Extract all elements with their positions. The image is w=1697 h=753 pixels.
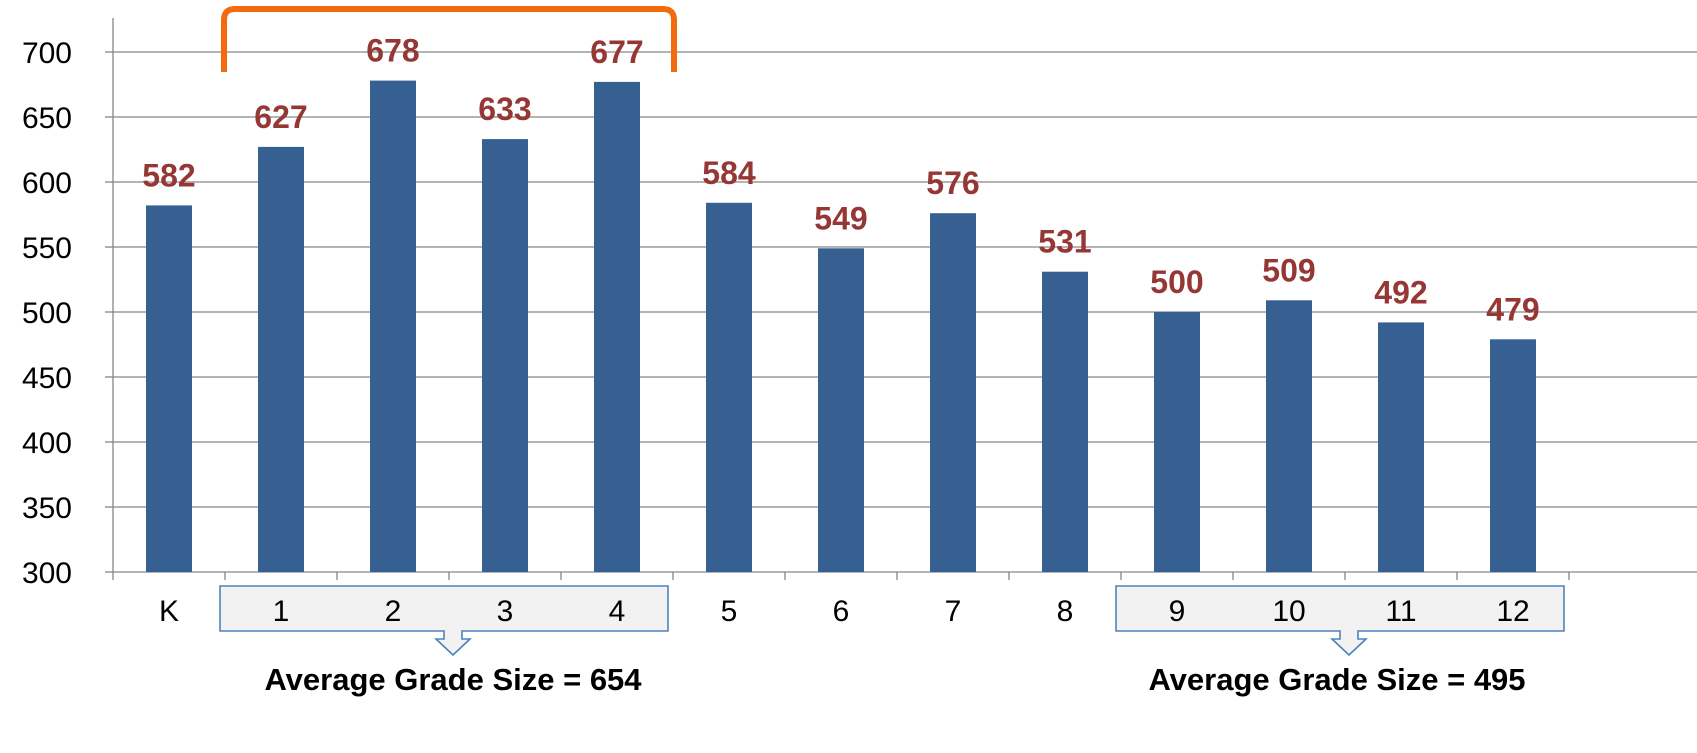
category-label-1: 1: [273, 595, 290, 628]
data-label-10: 509: [1262, 252, 1315, 288]
group-box-grades-1-4: [219, 585, 669, 657]
data-labels: 582 627 678 633 677 584 549 576 531 500 509 492 479: [142, 33, 1539, 328]
y-tick-label-400: 400: [22, 427, 72, 460]
bar-1: [258, 146, 304, 572]
bar-12: [1490, 339, 1536, 572]
data-label-9: 500: [1150, 264, 1203, 300]
data-label-1: 627: [254, 99, 307, 135]
bar-3: [482, 139, 528, 572]
y-tick-label-450: 450: [22, 362, 72, 395]
category-label-12: 12: [1496, 595, 1529, 628]
bar-6: [818, 248, 864, 573]
y-tick-label-600: 600: [22, 167, 72, 200]
bar-2: [370, 80, 416, 572]
bar-7: [930, 213, 976, 572]
category-label-9: 9: [1169, 595, 1186, 628]
data-label-7: 576: [926, 165, 979, 201]
gridlines: [113, 51, 1697, 508]
category-label-8: 8: [1057, 595, 1074, 628]
bar-4: [594, 81, 640, 573]
data-label-11: 492: [1374, 274, 1427, 310]
category-label-K: K: [159, 595, 179, 628]
x-axis-category-labels: K 1 2 3 4 5 6 7 8 9 10 11 12: [159, 595, 1530, 628]
data-label-3: 633: [478, 91, 531, 127]
bar-K: [146, 205, 192, 572]
y-tick-label-500: 500: [22, 297, 72, 330]
data-label-12: 479: [1486, 291, 1539, 327]
y-tick-label-350: 350: [22, 492, 72, 525]
data-label-6: 549: [814, 200, 867, 236]
data-label-4: 677: [590, 34, 643, 70]
category-label-2: 2: [385, 595, 402, 628]
category-label-6: 6: [833, 595, 850, 628]
data-label-5: 584: [702, 155, 756, 191]
bar-10: [1266, 300, 1312, 572]
group-box-grades-9-12: [1115, 585, 1565, 657]
category-label-4: 4: [609, 595, 626, 628]
bar-11: [1378, 322, 1424, 572]
category-label-10: 10: [1272, 595, 1305, 628]
average-label-grades-9-12: Average Grade Size = 495: [1148, 662, 1525, 697]
bar-5: [706, 202, 752, 573]
orange-bracket: [221, 6, 677, 72]
y-tick-label-300: 300: [22, 557, 72, 590]
data-label-K: 582: [142, 157, 195, 193]
category-label-3: 3: [497, 595, 514, 628]
category-label-7: 7: [945, 595, 962, 628]
y-tick-label-650: 650: [22, 102, 72, 135]
data-label-8: 531: [1038, 224, 1091, 260]
data-label-2: 678: [366, 33, 419, 69]
category-label-5: 5: [721, 595, 738, 628]
y-tick-label-700: 700: [22, 37, 72, 70]
bars: [146, 80, 1536, 573]
category-label-11: 11: [1385, 595, 1416, 628]
average-annotations: Average Grade Size = 654 Average Grade S…: [264, 662, 1525, 697]
bar-9: [1154, 312, 1200, 572]
bracket-grades-1-4: [221, 6, 677, 72]
category-group-boxes: [219, 585, 1565, 657]
y-axis-tick-labels: 300 350 400 450 500 550 600 650 700: [22, 37, 72, 590]
bar-8: [1042, 271, 1088, 572]
average-label-grades-1-4: Average Grade Size = 654: [264, 662, 642, 697]
y-tick-label-550: 550: [22, 232, 72, 265]
axes: [105, 18, 1697, 580]
